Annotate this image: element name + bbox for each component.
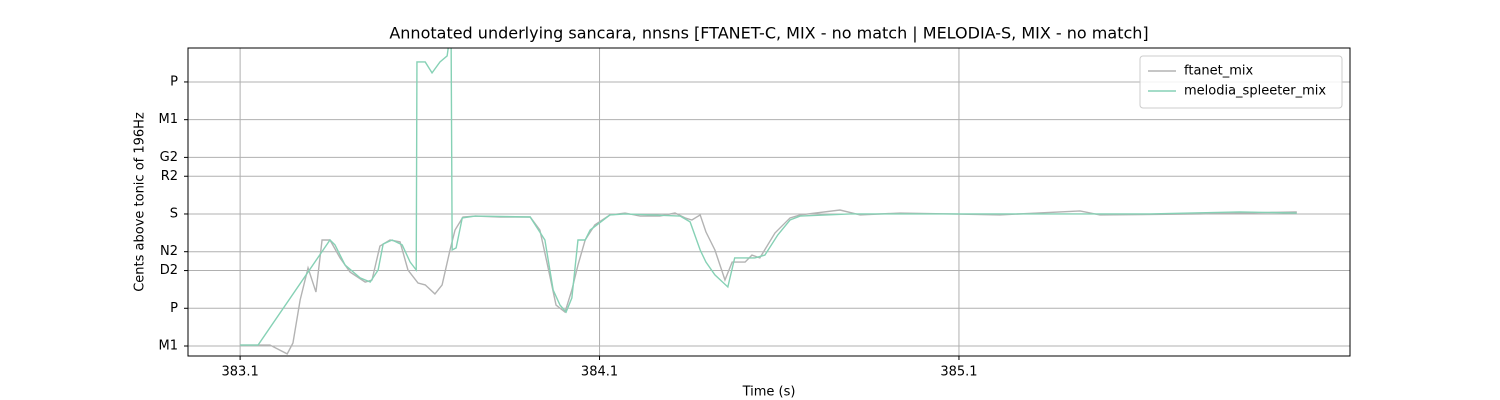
y-axis-label: Cents above tonic of 196Hz bbox=[133, 112, 148, 292]
plot-frame bbox=[187, 47, 1351, 357]
x-axis-label: Time (s) bbox=[742, 385, 796, 400]
data-line bbox=[240, 48, 1297, 346]
plot-area bbox=[240, 48, 1297, 355]
y-tick-label: M1 bbox=[159, 339, 179, 354]
x-tick-label: 385.1 bbox=[940, 365, 977, 380]
legend-label: melodia_spleeter_mix bbox=[1184, 84, 1326, 99]
x-tick-label: 384.1 bbox=[581, 365, 618, 380]
y-tick-label: P bbox=[170, 74, 178, 89]
legend-box bbox=[1139, 55, 1343, 109]
x-tick-label: 383.1 bbox=[222, 365, 259, 380]
y-tick-label: G2 bbox=[160, 150, 178, 165]
y-tick-label: S bbox=[170, 206, 178, 221]
y-tick-label: R2 bbox=[161, 169, 178, 184]
chart-title: Annotated underlying sancara, nnsns [FTA… bbox=[389, 24, 1148, 43]
y-tick-label: N2 bbox=[160, 244, 178, 259]
data-line bbox=[240, 209, 1297, 355]
y-tick-label: M1 bbox=[159, 112, 179, 127]
y-tick-label: D2 bbox=[160, 263, 178, 278]
legend-label: ftanet_mix bbox=[1184, 64, 1254, 79]
y-tick-label: P bbox=[170, 301, 178, 316]
